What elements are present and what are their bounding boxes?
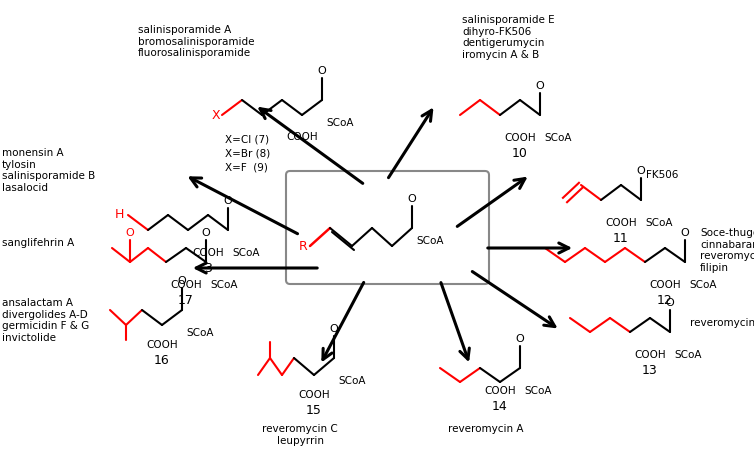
Text: O: O (516, 334, 524, 344)
FancyBboxPatch shape (286, 171, 489, 284)
Text: O: O (329, 324, 339, 334)
Text: 10: 10 (512, 147, 528, 160)
Text: COOH: COOH (634, 350, 666, 360)
Text: reveromycin D: reveromycin D (690, 318, 754, 328)
Text: COOH: COOH (649, 280, 681, 290)
Text: COOH: COOH (605, 218, 637, 228)
Text: SCoA: SCoA (524, 386, 551, 396)
Text: SCoA: SCoA (186, 328, 213, 338)
Text: SCoA: SCoA (232, 248, 259, 258)
Text: O: O (636, 166, 645, 176)
Text: sanglifehrin A: sanglifehrin A (2, 238, 74, 248)
Text: O: O (535, 81, 544, 91)
Text: 16: 16 (154, 354, 170, 367)
Text: COOH: COOH (192, 248, 224, 258)
Text: O: O (317, 66, 326, 76)
Text: salinisporamide E
dihyro-FK506
dentigerumycin
iromycin A & B: salinisporamide E dihyro-FK506 dentigeru… (462, 15, 555, 60)
Text: 17: 17 (178, 294, 194, 307)
Text: 15: 15 (306, 404, 322, 417)
Text: 13: 13 (642, 364, 658, 377)
Text: salinisporamide A
bromosalinisporamide
fluorosalinisporamide: salinisporamide A bromosalinisporamide f… (138, 25, 255, 58)
Text: ansalactam A
divergolides A-D
germicidin F & G
invictolide: ansalactam A divergolides A-D germicidin… (2, 298, 89, 343)
Text: 11: 11 (613, 232, 629, 245)
Text: COOH: COOH (170, 280, 202, 290)
Text: monensin A
tylosin
salinisporamide B
lasalocid: monensin A tylosin salinisporamide B las… (2, 148, 95, 193)
Text: O: O (666, 298, 674, 308)
Text: 12: 12 (657, 294, 673, 307)
Text: 14: 14 (492, 400, 508, 413)
Text: H: H (115, 209, 124, 221)
Text: O: O (681, 228, 689, 238)
Text: FK506: FK506 (646, 170, 679, 180)
Text: SCoA: SCoA (645, 218, 673, 228)
Text: SCoA: SCoA (416, 236, 443, 246)
Text: O: O (201, 228, 210, 238)
Text: COOH: COOH (504, 133, 536, 143)
Text: X: X (211, 109, 220, 121)
Text: COOH: COOH (298, 390, 329, 400)
Text: SCoA: SCoA (326, 118, 354, 128)
Text: reveromycin A: reveromycin A (448, 424, 524, 434)
Text: 3: 3 (204, 262, 212, 275)
Text: COOH: COOH (484, 386, 516, 396)
Text: X=Cl (7): X=Cl (7) (225, 135, 269, 145)
Text: X=Br (8): X=Br (8) (225, 149, 270, 159)
Text: O: O (224, 196, 232, 206)
Text: SCoA: SCoA (544, 133, 572, 143)
Text: O: O (178, 276, 186, 286)
Text: O: O (408, 194, 416, 204)
Text: SCoA: SCoA (674, 350, 701, 360)
Text: O: O (126, 228, 134, 238)
Text: SCoA: SCoA (210, 280, 238, 290)
Text: COOH: COOH (287, 132, 318, 142)
Text: SCoA: SCoA (338, 376, 366, 386)
Text: SCoA: SCoA (689, 280, 716, 290)
Text: Soce-thuggacin
cinnabaramide
reveromycin E
filipin: Soce-thuggacin cinnabaramide reveromycin… (700, 228, 754, 273)
Text: R: R (299, 239, 308, 253)
Text: X=F  (9): X=F (9) (225, 163, 268, 173)
Text: reveromycin C
leupyrrin: reveromycin C leupyrrin (262, 424, 338, 446)
Text: COOH: COOH (146, 340, 178, 350)
